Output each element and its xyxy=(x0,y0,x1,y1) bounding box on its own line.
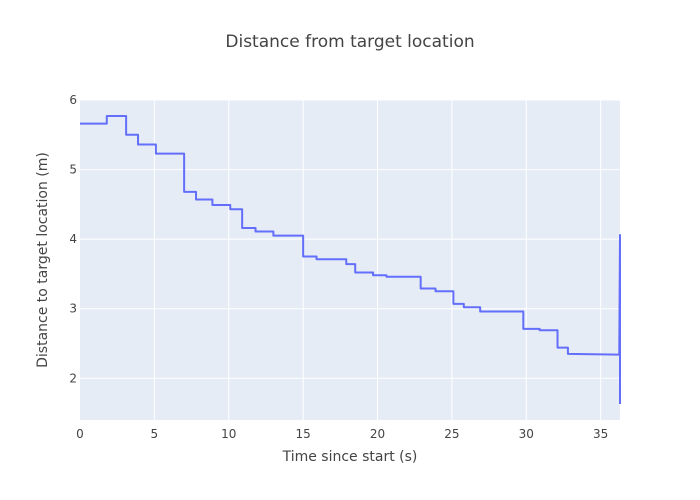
y-tick-label: 6 xyxy=(69,93,77,107)
series-line xyxy=(80,115,621,404)
x-tick-label: 10 xyxy=(221,427,236,441)
x-tick-label: 0 xyxy=(76,427,84,441)
x-tick-label: 20 xyxy=(370,427,385,441)
x-tick-label: 30 xyxy=(519,427,534,441)
plot-background xyxy=(80,100,620,420)
y-axis-label: Distance to target location (m) xyxy=(35,152,51,368)
y-tick-label: 5 xyxy=(69,163,77,177)
y-gridlines xyxy=(80,99,620,379)
y-tick-labels: 2 3 4 5 6 xyxy=(69,93,77,385)
y-tick-label: 3 xyxy=(69,302,77,316)
chart-title: Distance from target location xyxy=(225,32,474,52)
y-tick-label: 4 xyxy=(69,232,77,246)
x-gridlines xyxy=(153,100,602,420)
y-tick-label: 2 xyxy=(69,371,77,385)
x-tick-label: 5 xyxy=(151,427,159,441)
x-axis-label: Time since start (s) xyxy=(282,449,418,465)
x-tick-label: 15 xyxy=(295,427,310,441)
x-tick-labels: 0 5 10 15 20 25 30 35 xyxy=(76,427,608,441)
x-tick-label: 25 xyxy=(444,427,459,441)
x-tick-label: 35 xyxy=(593,427,608,441)
